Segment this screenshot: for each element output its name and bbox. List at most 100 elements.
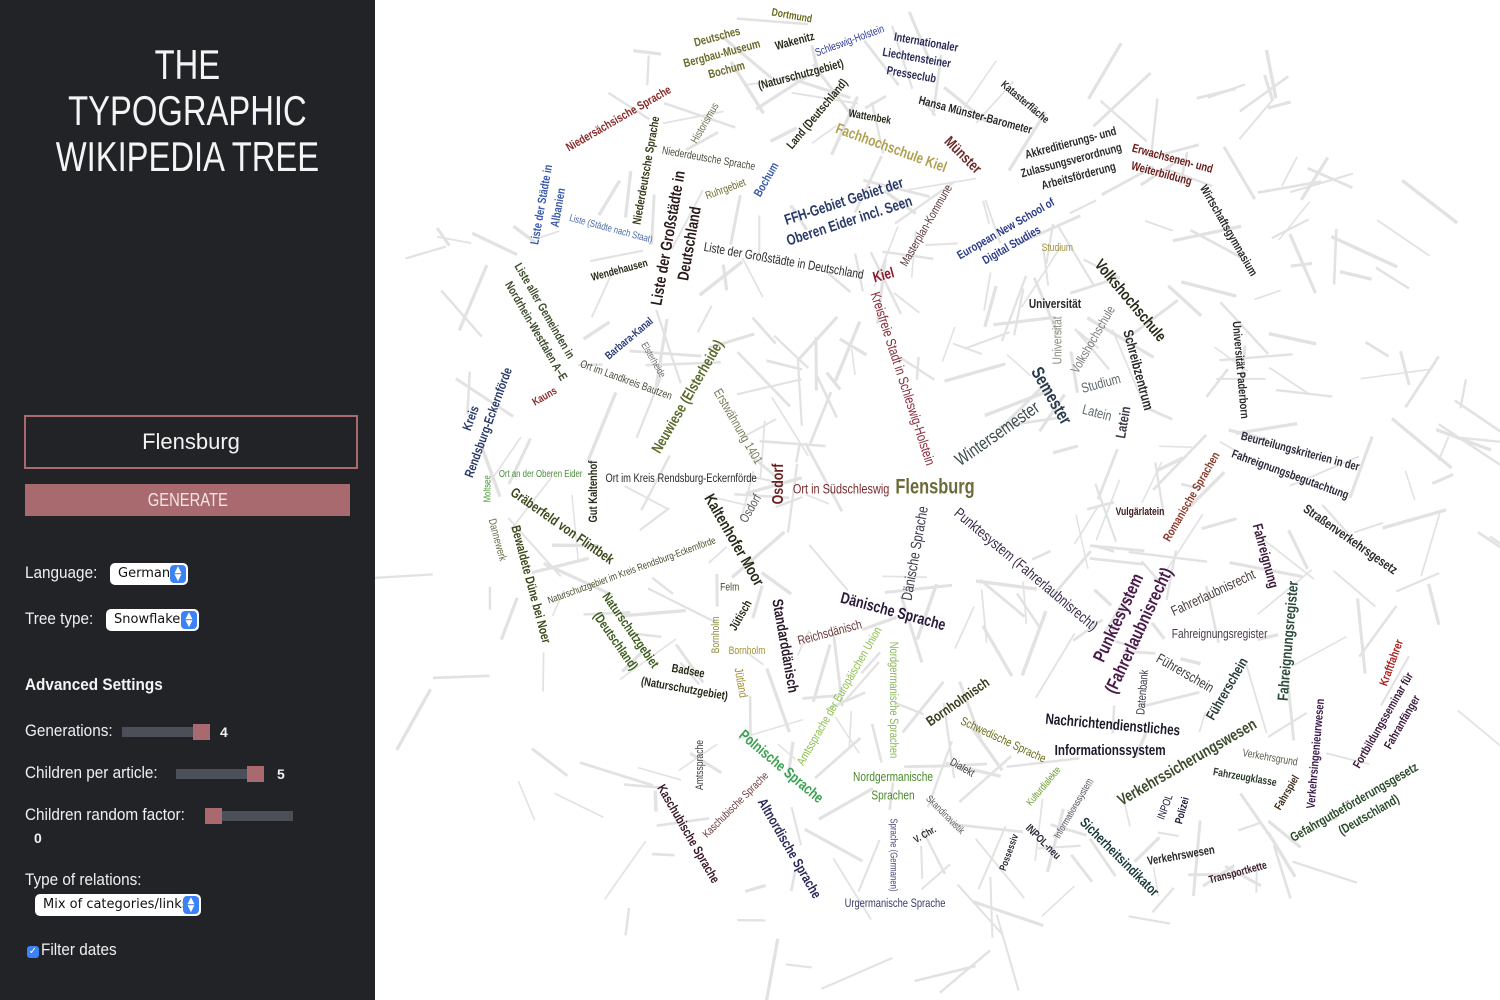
branch-line (983, 272, 992, 311)
tree-node-label[interactable]: Kiel (871, 264, 896, 286)
tree-node-label[interactable]: Polizei (1173, 796, 1192, 826)
tree-node-label[interactable]: Volkshochschule (1068, 303, 1118, 376)
tree-node-label[interactable]: Münster (941, 133, 985, 177)
generations-slider[interactable] (122, 727, 210, 737)
tree-node-label[interactable]: Schreibzentrum (1120, 328, 1156, 412)
tree-node-label[interactable]: Bochum (752, 160, 782, 199)
tree-node-label[interactable]: Reichsdänisch (796, 617, 863, 648)
tree-node-label[interactable]: Verkehrsingenieurwesen (1304, 698, 1327, 809)
tree-type-select[interactable]: Snowflake ▲ ▼ (106, 609, 199, 631)
generations-slider-thumb[interactable] (193, 724, 210, 740)
tree-node-label[interactable]: Felm (720, 581, 739, 593)
tree-node-label[interactable]: Fahrzeugklasse (1212, 766, 1278, 789)
tree-node-label[interactable]: Sprachen (871, 788, 914, 802)
tree-node-label[interactable]: Urgermanische Sprache (845, 897, 946, 910)
branch-line (1128, 550, 1208, 563)
tree-node-label[interactable]: Führerschein (1154, 650, 1217, 695)
tree-node-label[interactable]: Wirtschaftsgymnasium (1197, 183, 1260, 279)
branch-line (764, 938, 780, 1000)
tree-node-label[interactable]: Ort im Kreis Rendsburg-Eckernförde (605, 472, 756, 485)
type-of-relations-select[interactable]: Mix of categories/links ▲ ▼ (35, 894, 201, 916)
branch-line (925, 242, 958, 247)
tree-node-label[interactable]: Standarddänisch (769, 598, 802, 694)
branch-line (746, 74, 813, 86)
branch-line (656, 816, 710, 828)
tree-node-label[interactable]: Erstwähnung 1401 (711, 386, 766, 466)
children-random-factor-slider[interactable] (205, 811, 293, 821)
tree-node-label[interactable]: Nordgermanische (853, 770, 933, 784)
branch-line (888, 782, 895, 810)
tree-node-label[interactable]: Sprache (Germanen) (888, 818, 899, 891)
tree-node-label[interactable]: Datenbank (1134, 669, 1151, 716)
language-select[interactable]: German ▲ ▼ (110, 563, 188, 585)
tree-node-label[interactable]: Studium (1042, 242, 1073, 254)
tree-node-label[interactable]: INPOL (1156, 793, 1176, 822)
tree-node-label[interactable]: Ort in Südschleswig (793, 481, 889, 497)
tree-node-label[interactable]: Ruhrgebiet (704, 177, 748, 203)
tree-node-label[interactable]: Niederdeutsche Sprache (631, 115, 663, 225)
tree-node-label[interactable]: Nordgermanische Sprachen (886, 642, 899, 758)
branch-line (984, 199, 1002, 244)
filter-dates-checkbox[interactable]: ✓ (27, 946, 39, 958)
tree-node-label[interactable]: Gut Kaltenhof (587, 460, 600, 522)
tree-node-label[interactable]: Latein (1113, 405, 1134, 439)
tree-node-label[interactable]: Fachhochschule Kiel (834, 120, 950, 176)
children-per-article-slider[interactable] (176, 769, 264, 779)
tree-node-label[interactable]: Amtssprache (694, 740, 706, 790)
children-per-article-slider-thumb[interactable] (247, 766, 264, 782)
tree-node-label[interactable]: (Naturschutzgebiet) (640, 675, 729, 703)
tree-node-label[interactable]: Wintersemester (951, 397, 1043, 470)
tree-node-label[interactable]: Kulturdialekte (1024, 764, 1063, 807)
tree-node-label[interactable]: Schwedische Sprache (958, 715, 1048, 766)
tree-node-label[interactable]: Ort an der Oberen Eider (499, 468, 583, 479)
branch-line (507, 517, 562, 578)
tree-node-label[interactable]: Niederdeutsche Sprache (661, 145, 757, 174)
tree-node-label[interactable]: Kauns (530, 385, 559, 409)
tree-node-label[interactable]: Universität (1029, 297, 1081, 311)
tree-node-label[interactable]: Verkehrswesen (1146, 843, 1215, 868)
tree-node-label[interactable]: Kreisfreie Stadt in Schleswig-Holstein (867, 290, 938, 467)
branch-line (671, 189, 704, 250)
tree-node-label[interactable]: Straßenverkehrsgesetz (1300, 502, 1400, 578)
tree-node-label[interactable]: Transportkette (1208, 859, 1269, 886)
tree-root-label[interactable]: Flensburg (895, 475, 974, 498)
tree-node-label[interactable]: Wendehausen (590, 257, 649, 284)
tree-node-label[interactable]: Dannewerk (485, 517, 508, 562)
branch-line (706, 494, 756, 509)
tree-node-label[interactable]: Vulgärlatein (1116, 506, 1165, 518)
tree-node-label[interactable]: Latein (1081, 401, 1114, 424)
branch-line (679, 661, 701, 686)
tree-node-label[interactable]: Universität Paderborn (1229, 321, 1251, 419)
tree-node-label[interactable]: Moltsee (482, 475, 493, 502)
tree-node-label[interactable]: Informationssystem (1055, 742, 1166, 759)
tree-node-label[interactable]: Bornholmisch (923, 675, 992, 730)
tree-node-label[interactable]: Dialekt (948, 756, 977, 780)
tree-node-label[interactable]: Albanien (549, 187, 569, 228)
tree-node-label[interactable]: Bornholm (710, 617, 722, 654)
generate-button[interactable]: GENERATE (25, 484, 350, 516)
tree-node-label[interactable]: Jütisch (727, 598, 755, 633)
tree-node-label[interactable]: V. Chr. (911, 824, 937, 846)
tree-node-label[interactable]: Studium (1080, 371, 1123, 396)
branch-line (1457, 709, 1500, 747)
branch-line (894, 180, 956, 225)
branch-line (796, 630, 810, 656)
branch-line (1038, 844, 1081, 850)
tree-node-label[interactable]: Universität (1050, 316, 1064, 364)
tree-node-label[interactable]: Osdorf (770, 463, 788, 504)
tree-node-label[interactable]: Wakenitz (774, 30, 816, 53)
tree-node-label[interactable]: Verkehrsgrund (1241, 747, 1298, 769)
tree-node-label[interactable]: Fahrerlaubnisrecht (1169, 566, 1258, 619)
tree-node-label[interactable]: Jütland (731, 667, 749, 699)
tree-node-label[interactable]: Bornholm (729, 645, 766, 657)
branch-line (1268, 331, 1317, 346)
branch-line (1375, 266, 1410, 290)
children-random-factor-slider-thumb[interactable] (205, 808, 222, 824)
branch-line (1264, 49, 1278, 99)
tree-node-label[interactable]: Badsee (671, 662, 706, 681)
tree-node-label[interactable]: Fahreignungsregister (1172, 627, 1268, 641)
select-arrows-icon: ▲ ▼ (181, 611, 197, 629)
article-input[interactable] (24, 415, 358, 469)
tree-node-label[interactable]: Amtssprache der Europäischen Union (795, 625, 885, 768)
branch-line (708, 332, 755, 350)
